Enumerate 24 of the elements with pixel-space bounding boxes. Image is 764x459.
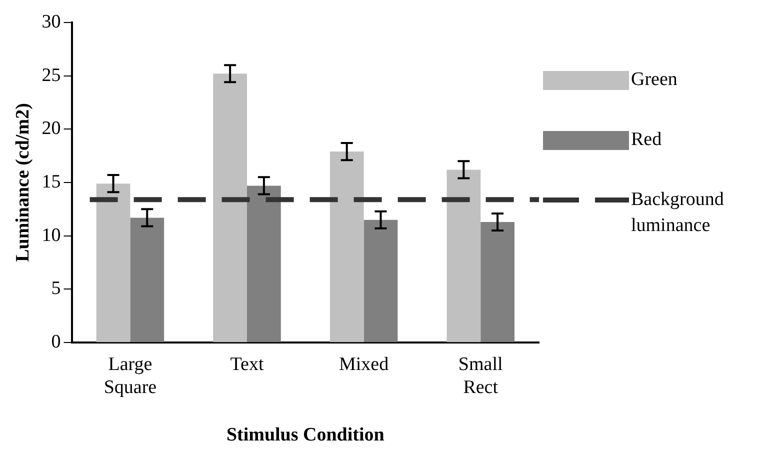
y-tick-label: 10	[42, 224, 61, 246]
x-tick-label: Small Rect	[458, 354, 503, 398]
legend-label: Green	[631, 68, 678, 90]
bar	[247, 186, 281, 342]
x-tick-label: Mixed	[338, 354, 390, 375]
bar	[480, 222, 514, 342]
y-tick-label: 20	[42, 118, 61, 140]
bar	[330, 152, 364, 342]
bar	[213, 74, 247, 342]
y-tick-label: 15	[42, 171, 61, 192]
y-tick-label: 25	[42, 64, 61, 86]
x-tick-label: Text	[230, 354, 264, 375]
bar	[130, 218, 164, 342]
bar	[364, 220, 398, 342]
bar	[446, 170, 481, 342]
x-tick-label: Large Square	[104, 354, 157, 398]
y-tick-label: 30	[42, 11, 61, 32]
legend-label: Red	[631, 128, 662, 150]
x-axis-title: Stimulus Condition	[226, 424, 385, 446]
y-tick-label: 0	[51, 332, 61, 353]
ref-line-label: Background luminance	[631, 188, 724, 236]
y-tick-label: 5	[51, 278, 61, 300]
y-axis-title: Luminance (cd/m2)	[12, 103, 34, 262]
bar	[96, 184, 130, 342]
